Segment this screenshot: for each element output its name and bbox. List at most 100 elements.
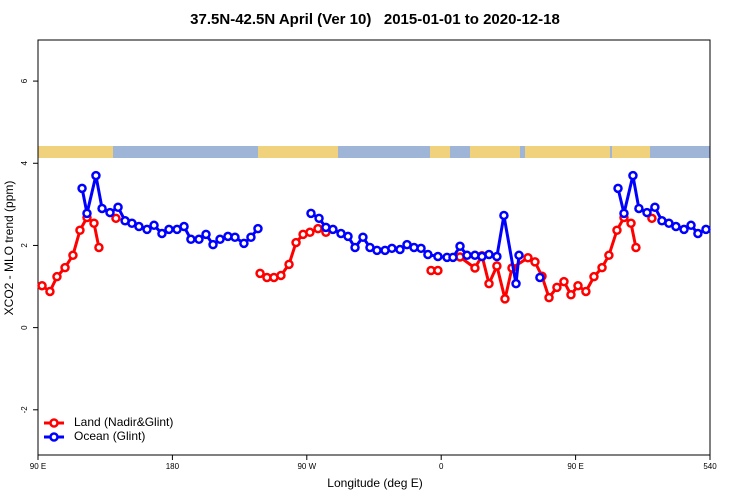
point [77,183,87,194]
point [559,276,569,287]
point [628,170,638,181]
point [589,271,599,282]
point [111,213,121,224]
point [387,243,397,254]
point [448,252,458,263]
point [423,249,433,260]
y-tick-label: 4 [20,160,29,165]
point [650,202,660,212]
x-tick-label: 90 E [567,462,583,471]
point [626,218,636,229]
point [291,237,301,248]
point [60,262,70,273]
point [134,221,144,232]
point [566,290,576,300]
point [642,207,652,218]
point [530,257,540,267]
y-tick-label: 0 [20,325,29,330]
point [239,238,249,249]
point [215,234,225,245]
point [613,183,623,194]
legend-label: Land (Nadir&Glint) [74,415,173,429]
point [75,225,85,235]
point [179,221,189,232]
legend-marker [49,418,59,428]
x-tick-label: 180 [166,462,180,471]
point [91,170,101,181]
y-tick-label: 6 [20,78,29,83]
x-axis-label: Longitude (deg E) [327,476,422,490]
point [679,224,689,235]
point [612,225,622,235]
point [552,282,562,293]
point [97,203,107,214]
point [433,251,443,262]
chart-title: 37.5N-42.5N April (Ver 10) 2015-01-01 to… [190,11,560,28]
point [149,220,159,231]
point [514,250,524,261]
point [523,253,533,263]
legend-marker [49,432,59,442]
point [619,208,629,219]
point [573,280,583,291]
point [597,262,607,273]
point [208,239,218,250]
point [664,218,674,229]
point [499,210,509,221]
point [164,224,174,235]
point [500,294,510,304]
point [253,223,263,234]
point [306,208,316,219]
point [328,224,338,235]
point [416,243,426,254]
point [686,220,696,231]
point [246,232,256,242]
plot-frame [37,39,711,456]
point [52,271,62,282]
point [350,242,360,253]
point [305,227,315,238]
point [37,280,47,291]
point [604,250,614,261]
point [82,208,92,219]
point [701,224,711,235]
point [276,270,286,281]
point [314,213,324,224]
point [45,286,55,297]
point [634,203,644,214]
y-tick-label: -2 [20,406,29,414]
point [94,242,104,253]
point [484,278,494,289]
point [358,232,368,242]
point [194,234,204,245]
point [186,234,196,245]
y-tick-label: 2 [20,243,29,248]
point [693,228,703,239]
point [105,207,115,218]
x-tick-label: 90 W [297,462,316,471]
point [492,261,502,271]
point [230,232,240,242]
x-tick-label: 90 E [30,462,46,471]
point [127,218,137,229]
point [313,223,323,234]
legend-label: Ocean (Glint) [74,429,145,443]
point [544,292,554,303]
point [462,250,472,261]
point [455,241,465,252]
x-tick-label: 540 [703,462,717,471]
map-strip [38,146,710,158]
point [284,259,294,270]
x-tick-label: 0 [439,462,444,471]
point [647,213,657,224]
point [484,249,494,260]
point [255,268,265,279]
point [68,250,78,261]
point [142,224,152,235]
point [631,242,641,253]
point [113,202,123,212]
point [343,231,353,242]
point [671,221,681,232]
point [492,251,502,262]
